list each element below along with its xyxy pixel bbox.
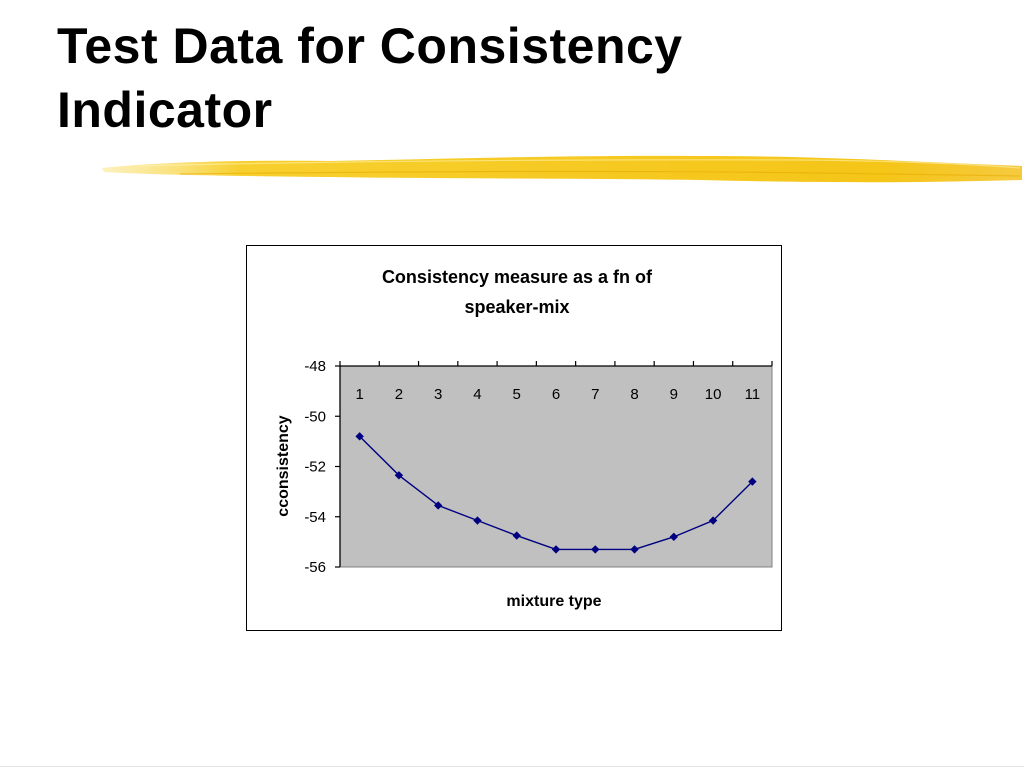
x-axis: 1 2 3 4 5 6 7 8 9 10 11 — [339, 361, 773, 403]
y-tick-label: -56 — [304, 559, 326, 576]
y-tick-label: -48 — [304, 358, 326, 375]
line-chart: Consistency measure as a fn of speaker-m… — [275, 267, 773, 610]
data-point-marker — [394, 471, 404, 480]
x-tick-label: 6 — [552, 386, 560, 403]
y-axis: -48 -50 -52 -54 -56 — [304, 358, 341, 576]
chart-frame: Consistency measure as a fn of speaker-m… — [246, 245, 782, 631]
x-tick-label: 9 — [670, 386, 678, 403]
plot-area — [339, 365, 773, 568]
footer-divider — [0, 766, 1024, 767]
x-tick-label: 2 — [395, 386, 403, 403]
x-tick-label: 11 — [745, 386, 761, 403]
data-point-marker — [591, 545, 600, 554]
x-tick-label: 10 — [705, 386, 722, 403]
data-point-marker — [512, 531, 521, 540]
x-tick-label: 3 — [434, 386, 442, 403]
x-tick-label: 5 — [513, 386, 521, 403]
x-tick-label: 4 — [473, 386, 481, 403]
data-point-marker — [355, 432, 364, 441]
x-axis-label: mixture type — [506, 593, 601, 610]
data-point-marker — [748, 477, 757, 486]
y-tick-label: -52 — [304, 459, 326, 476]
y-axis-label: cconsistency — [275, 415, 292, 516]
slide-title: Test Data for Consistency Indicator — [57, 14, 957, 142]
chart-title-line-1: Consistency measure as a fn of — [382, 267, 653, 287]
y-tick-label: -54 — [304, 509, 326, 526]
yellow-brush-stroke — [102, 155, 1022, 183]
x-tick-label: 8 — [630, 386, 638, 403]
y-tick-label: -50 — [304, 408, 326, 425]
data-point-marker — [433, 501, 443, 510]
slide-title-line-1: Test Data for Consistency — [57, 18, 683, 74]
chart-title-line-2: speaker-mix — [464, 297, 569, 317]
data-point-marker — [551, 545, 561, 554]
x-tick-label: 1 — [355, 386, 363, 403]
slide-title-line-2: Indicator — [57, 82, 273, 138]
x-tick-label: 7 — [591, 386, 599, 403]
